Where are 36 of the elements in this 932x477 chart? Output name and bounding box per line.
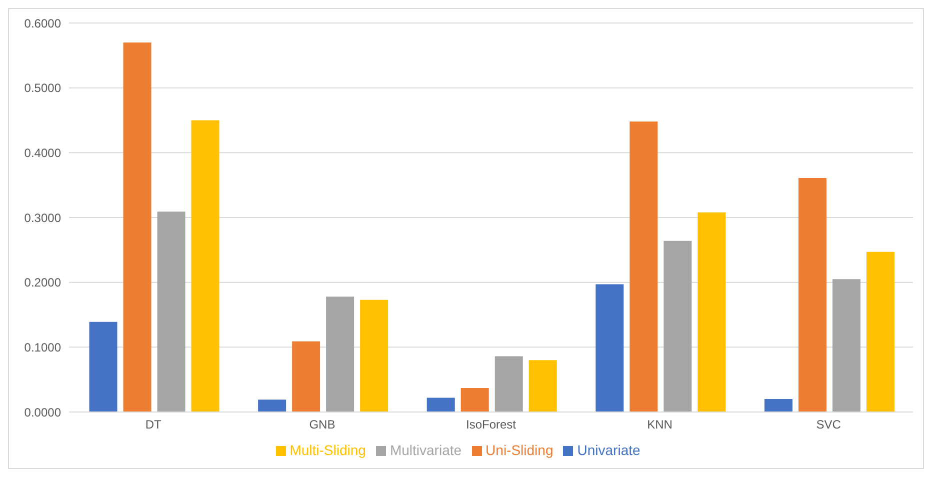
x-tick-label: IsoForest [466,418,517,432]
bar [157,212,186,412]
x-tick-label: SVC [816,418,842,432]
bar [798,178,826,412]
bar [191,120,220,412]
bar [460,388,489,412]
legend-label: Multi-Sliding [290,442,366,458]
bar [360,300,388,412]
bar [866,252,894,412]
y-tick-label: 0.5000 [24,81,62,96]
y-tick-label: 0.6000 [24,16,62,30]
bar [494,356,523,412]
bar [630,122,658,412]
bar [258,400,286,412]
x-tick-label: DT [145,418,162,432]
y-tick-label: 0.4000 [24,146,62,160]
legend-label: Multivariate [390,442,462,458]
bar [528,360,557,412]
bar [292,341,320,412]
x-tick-label: GNB [309,418,336,432]
y-tick-label: 0.1000 [24,340,62,354]
bar [326,296,354,412]
bar [123,42,152,412]
bar [764,399,792,412]
legend-label: Univariate [577,442,640,458]
bar [664,240,692,412]
bar [596,284,624,412]
legend-label: Uni-Sliding [486,442,554,458]
bar [698,212,726,412]
y-tick-label: 0.0000 [24,405,62,420]
y-tick-label: 0.3000 [24,210,62,225]
bar [832,279,860,412]
y-tick-label: 0.2000 [24,276,62,290]
x-tick-label: KNN [647,418,672,432]
bar [426,398,455,412]
bar [89,322,118,412]
